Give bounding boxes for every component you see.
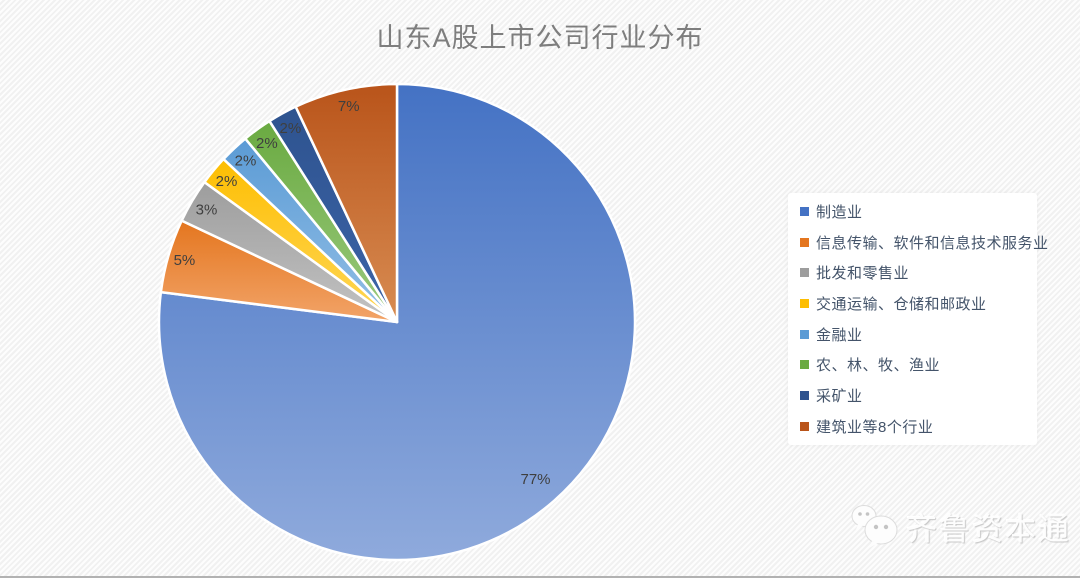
legend-swatch [800, 298, 809, 308]
wechat-icon [851, 505, 898, 548]
legend-item: 批发和零售业 [800, 257, 1037, 288]
legend-label: 交通运输、仓储和邮政业 [816, 295, 987, 313]
legend-label: 金融业 [816, 326, 863, 344]
pie-slice-label: 2% [280, 120, 302, 137]
legend-swatch [800, 237, 809, 247]
pie-slice-label: 7% [338, 98, 360, 115]
pie-slice [294, 82, 399, 324]
legend-item: 建筑业等8个行业 [800, 411, 1037, 442]
chart-title: 山东A股上市公司行业分布 [376, 23, 704, 53]
pie-slice-label: 5% [174, 252, 196, 269]
watermark-text: 齐鲁资本通 [906, 511, 1071, 547]
legend-item: 采矿业 [800, 380, 1037, 411]
legend-label: 信息传输、软件和信息技术服务业 [816, 234, 1049, 252]
legend-label: 批发和零售业 [816, 265, 910, 283]
pie-slice-label: 2% [256, 135, 278, 152]
legend-item: 信息传输、软件和信息技术服务业 [800, 227, 1048, 258]
legend-swatch [800, 206, 809, 216]
legend-item: 制造业 [800, 196, 1037, 227]
legend-label: 农、林、牧、渔业 [816, 357, 941, 375]
legend-label: 建筑业等8个行业 [816, 418, 934, 436]
pie-slice-label: 3% [196, 201, 218, 218]
bottom-border-line [0, 576, 1080, 578]
legend-swatch [800, 268, 809, 278]
legend-swatch [800, 421, 809, 431]
chart-legend: 制造业信息传输、软件和信息技术服务业 批发和零售业交通运输、仓储和邮政业 金融业农、… [788, 193, 1048, 445]
legend-item: 金融业 [800, 319, 1037, 350]
pie-slice-label: 2% [235, 153, 257, 170]
pie-slice-label: 77% [520, 471, 550, 488]
legend-label: 采矿业 [816, 387, 863, 405]
legend-item: 农、林、牧、渔业 [800, 349, 1037, 380]
legend-swatch [800, 390, 809, 400]
legend-item: 交通运输、仓储和邮政业 [800, 288, 1037, 319]
legend-label: 制造业 [816, 203, 863, 221]
legend-swatch [800, 329, 809, 339]
pie-slice-label: 2% [216, 173, 238, 190]
watermark: 齐鲁资本通 [850, 503, 1071, 549]
legend-swatch [800, 360, 809, 370]
